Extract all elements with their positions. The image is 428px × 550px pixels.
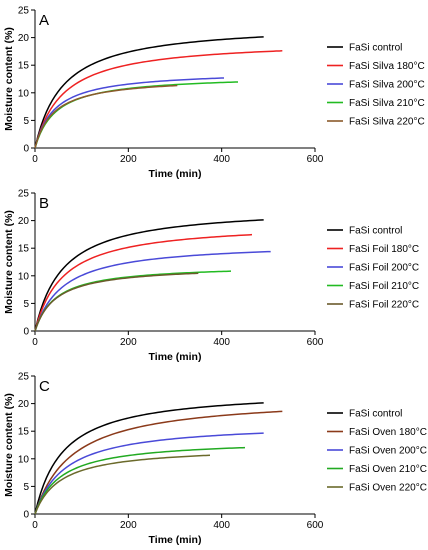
y-tick-label: 5 [23,299,29,310]
x-tick-label: 0 [32,520,38,531]
y-tick-label: 20 [18,216,30,227]
legend-label: FaSi Foil 200°C [349,263,419,274]
series-line [34,410,283,515]
x-axis-title: Time (min) [149,534,202,546]
legend-label: FaSi control [349,409,402,420]
series-line [34,50,283,149]
y-tick-label: 25 [18,372,30,383]
x-tick-label: 200 [120,520,137,531]
legend-label: FaSi Oven 220°C [349,483,427,494]
x-axis-title: Time (min) [149,351,202,363]
y-tick-label: 0 [23,510,29,521]
legend-label: FaSi Silva 180°C [349,61,425,72]
y-tick-label: 0 [23,327,29,338]
x-axis-title: Time (min) [149,168,202,180]
legend-label: FaSi control [349,226,402,237]
x-tick-label: 0 [32,337,38,348]
x-tick-label: 600 [307,337,324,348]
legend-label: FaSi Oven 180°C [349,427,427,438]
legend-label: FaSi control [349,43,402,54]
series-line [34,233,253,332]
y-tick-label: 10 [18,88,30,99]
y-tick-label: 25 [18,189,30,200]
y-tick-label: 5 [23,116,29,127]
y-tick-label: 5 [23,482,29,493]
series-line [34,402,264,515]
series-line [34,446,246,515]
x-tick-label: 200 [120,154,137,165]
x-tick-label: 400 [213,337,230,348]
x-tick-label: 600 [307,520,324,531]
y-tick-label: 10 [18,271,30,282]
y-tick-label: 15 [18,244,30,255]
y-tick-label: 10 [18,454,30,465]
legend-label: FaSi Foil 210°C [349,281,419,292]
panel-label: B [39,195,49,212]
chart-panel-a: 0 5 10 15 20 25 0 200 400 600 Time (min) Moisture c… [3,6,425,181]
panel-label: A [39,12,49,29]
series-line [34,84,178,149]
series-line [34,454,211,515]
legend-label: FaSi Oven 200°C [349,446,427,457]
series-line [34,270,232,332]
y-tick-label: 15 [18,427,30,438]
x-tick-label: 400 [213,520,230,531]
panel-label: C [39,378,50,395]
x-tick-label: 200 [120,337,137,348]
series-line [34,77,225,149]
chart-panel-c: 0 5 10 15 20 25 0 200 400 600 Time (min) Moisture c… [3,372,427,547]
series-line [34,250,271,332]
series-line [34,272,199,332]
y-axis-title: Moisture content (%) [3,393,15,497]
series-line [34,432,264,515]
series-line [34,36,264,149]
legend-label: FaSi Silva 220°C [349,117,425,128]
y-tick-label: 0 [23,144,29,155]
y-axis-title: Moisture content (%) [3,27,15,131]
y-tick-label: 15 [18,61,30,72]
legend-label: FaSi Foil 220°C [349,300,419,311]
y-tick-label: 20 [18,33,30,44]
series-line [34,219,264,332]
x-tick-label: 400 [213,154,230,165]
x-tick-label: 0 [32,154,38,165]
y-tick-label: 20 [18,399,30,410]
x-tick-label: 600 [307,154,324,165]
legend-label: FaSi Foil 180°C [349,244,419,255]
legend-label: FaSi Silva 200°C [349,80,425,91]
y-tick-label: 25 [18,6,30,17]
legend-label: FaSi Silva 210°C [349,98,425,109]
chart-panel-b: 0 5 10 15 20 25 0 200 400 600 Time (min) Moisture c… [3,189,419,364]
legend-label: FaSi Oven 210°C [349,464,427,475]
y-axis-title: Moisture content (%) [3,210,15,314]
